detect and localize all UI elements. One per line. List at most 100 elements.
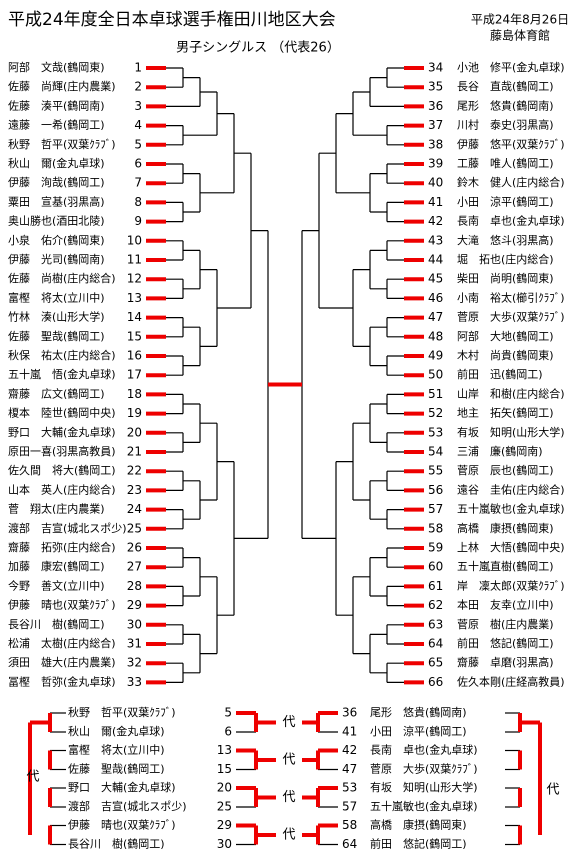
seed-number: 5 — [224, 706, 232, 720]
seed-number: 33 — [127, 675, 142, 689]
player-name: 高橋 康摂(鶴岡東) — [457, 521, 554, 535]
venue: 藤島体育館 — [490, 28, 550, 43]
seed-number: 11 — [127, 253, 142, 267]
seed-number: 29 — [127, 598, 142, 612]
seed-number: 30 — [127, 617, 142, 631]
seed-number: 18 — [127, 387, 142, 401]
seed-number: 6 — [224, 725, 232, 739]
seed-number: 61 — [428, 579, 443, 593]
player-name: 伊藤 光司(鶴岡南) — [8, 252, 105, 266]
player-name: 秋山 爾(金丸卓球) — [68, 724, 165, 738]
player-name: 松浦 太樹(庄内総合) — [8, 636, 116, 650]
seed-number: 47 — [428, 310, 443, 324]
player-name: 齋藤 広文(鶴岡工) — [8, 386, 105, 400]
player-name: 佐久本剛(庄経高教員) — [457, 674, 565, 688]
player-name: 須田 雄大(庄内農業) — [8, 655, 116, 669]
seed-number: 57 — [428, 502, 443, 516]
player-name: 鈴木 健人(庄内総合) — [457, 175, 565, 189]
player-name: 尾形 悠貴(鶴岡南) — [457, 98, 554, 112]
seed-number: 46 — [428, 291, 443, 305]
player-name: 上林 大悟(鶴岡中央) — [457, 540, 565, 554]
player-name: 小泉 佑介(鶴岡東) — [8, 233, 105, 247]
player-name: 高橋 康摂(鶴岡東) — [370, 818, 467, 832]
seed-number: 36 — [428, 99, 443, 113]
seed-number: 36 — [342, 706, 357, 720]
seed-number: 28 — [127, 579, 142, 593]
player-name: 大滝 悠斗(羽黒高) — [457, 233, 554, 247]
player-name: 秋山 爾(金丸卓球) — [8, 156, 105, 170]
seed-number: 63 — [428, 617, 443, 631]
player-name: 尾形 悠貴(鶴岡南) — [370, 705, 467, 719]
seed-number: 5 — [134, 137, 142, 151]
player-name: 伊藤 晴也(双葉ｸﾗﾌﾞ) — [8, 598, 116, 612]
player-name: 菅原 樹(庄内農業) — [457, 617, 554, 631]
player-name: 山本 英人(庄内総合) — [8, 482, 116, 496]
player-name: 堀 拓也(庄内総合) — [457, 252, 554, 266]
player-name: 佐藤 聖哉(鶴岡工) — [8, 329, 105, 343]
player-name: 長南 卓也(金丸卓球) — [457, 214, 565, 228]
seed-number: 23 — [127, 483, 142, 497]
seed-number: 22 — [127, 464, 142, 478]
seed-number: 59 — [428, 541, 443, 555]
seed-number: 15 — [127, 329, 142, 343]
seed-number: 2 — [134, 80, 142, 94]
playoff-label: 代 — [282, 715, 295, 730]
seed-number: 58 — [342, 818, 357, 832]
seed-number: 41 — [428, 195, 443, 209]
seed-number: 10 — [127, 233, 142, 247]
player-name: 秋野 哲平(双葉ｸﾗﾌﾞ) — [8, 137, 116, 151]
player-name: 菅原 辰也(鶴岡工) — [457, 463, 554, 477]
player-name: 小田 涼平(鶴岡工) — [457, 194, 554, 208]
player-name: 竹林 湊(山形大学) — [8, 310, 105, 324]
seed-number: 4 — [134, 118, 142, 132]
player-name: 五十嵐 悟(金丸卓球) — [8, 367, 116, 381]
player-name: 川村 泰史(羽黒高) — [457, 118, 554, 132]
seed-number: 51 — [428, 387, 443, 401]
title: 平成24年度全日本卓球選手権田川地区大会 — [8, 10, 336, 30]
seed-number: 37 — [428, 118, 443, 132]
seed-number: 34 — [428, 61, 443, 75]
player-name: 奥山勝也(酒田北陵) — [8, 214, 105, 228]
player-name: 野口 大輔(金丸卓球) — [8, 425, 116, 439]
seed-number: 65 — [428, 656, 443, 670]
player-name: 秋保 祐太(庄内総合) — [8, 348, 116, 362]
seed-number: 35 — [428, 80, 443, 94]
player-name: 地主 拓矢(鶴岡工) — [457, 406, 554, 420]
seed-number: 21 — [127, 445, 142, 459]
seed-number: 14 — [127, 310, 142, 324]
seed-number: 62 — [428, 598, 443, 612]
seed-number: 54 — [428, 445, 443, 459]
player-name: 三浦 廉(鶴岡南) — [457, 444, 543, 458]
seed-number: 38 — [428, 137, 443, 151]
seed-number: 13 — [217, 743, 232, 757]
date: 平成24年8月26日 — [471, 13, 569, 27]
player-name: 加藤 康宏(鶴岡工) — [8, 559, 105, 573]
player-name: 佐藤 聖哉(鶴岡工) — [68, 762, 165, 776]
player-name: 菅原 大歩(双葉ｸﾗﾌﾞ) — [370, 762, 478, 776]
player-name: 富樫 将太(立川中) — [8, 290, 105, 304]
player-name: 長谷 直哉(鶴岡工) — [457, 79, 554, 93]
seed-number: 12 — [127, 272, 142, 286]
playoff-label: 代 — [282, 790, 295, 805]
seed-number: 3 — [134, 99, 142, 113]
seed-number: 44 — [428, 253, 443, 267]
seed-number: 45 — [428, 272, 443, 286]
seed-number: 55 — [428, 464, 443, 478]
seed-number: 20 — [127, 425, 142, 439]
player-name: 前田 悠記(鶴岡工) — [457, 636, 554, 650]
player-name: 齋藤 拓弥(庄内総合) — [8, 540, 116, 554]
seed-number: 47 — [342, 762, 357, 776]
player-name: 前田 悠記(鶴岡工) — [370, 837, 467, 851]
player-name: 有坂 知明(山形大学) — [370, 780, 478, 794]
seed-number: 15 — [217, 762, 232, 776]
player-name: 長南 卓也(金丸卓球) — [370, 743, 478, 757]
seed-number: 27 — [127, 560, 142, 574]
player-name: 齋藤 卓磨(羽黒高) — [457, 655, 554, 669]
seed-number: 64 — [342, 837, 357, 851]
player-name: 秋野 哲平(双葉ｸﾗﾌﾞ) — [68, 705, 176, 719]
player-name: 菅 翔太(庄内農業) — [8, 502, 105, 516]
seed-number: 26 — [127, 541, 142, 555]
seed-number: 56 — [428, 483, 443, 497]
player-name: 佐藤 湊平(鶴岡南) — [8, 98, 105, 112]
player-name: 佐藤 尚輝(庄内農業) — [8, 79, 116, 93]
